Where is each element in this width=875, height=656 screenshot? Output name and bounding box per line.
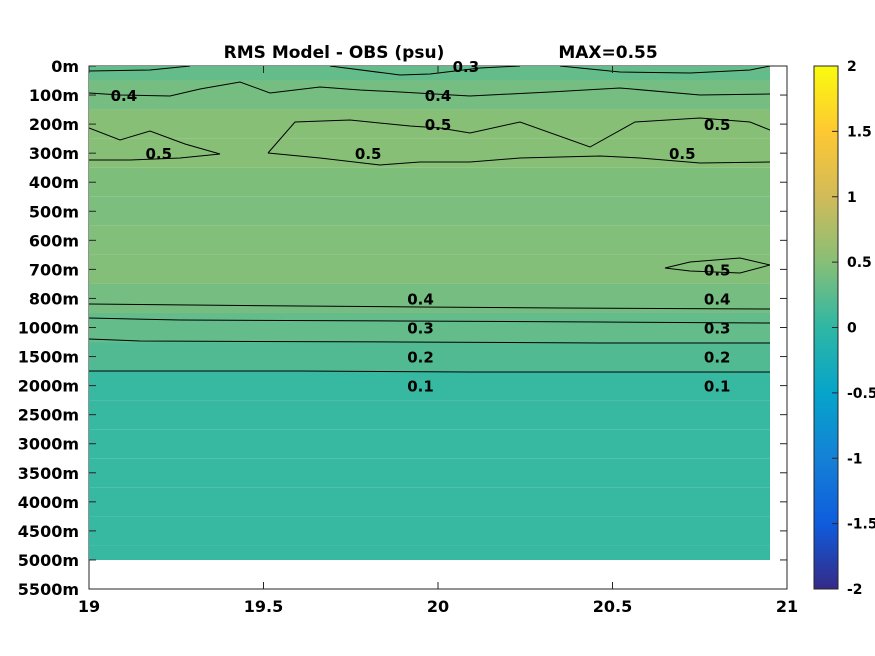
- colorbar-tick-label: 1.5: [847, 124, 872, 140]
- y-tick-label: 5500m: [18, 580, 79, 599]
- y-tick-label: 5000m: [18, 551, 79, 570]
- contour-label: 0.5: [704, 261, 731, 279]
- contour-label: 0.4: [407, 290, 434, 308]
- y-tick-label: 600m: [29, 231, 79, 250]
- colorbar-tick-label: -1.5: [847, 517, 875, 533]
- contour-label: 0.3: [453, 58, 480, 76]
- contour-label: 0.3: [407, 320, 434, 338]
- chart-title: RMS Model - OBS (psu): [224, 43, 445, 63]
- contour-label: 0.1: [704, 378, 731, 396]
- heatmap-cell: [89, 487, 770, 517]
- y-tick-label: 800m: [29, 289, 79, 308]
- contour-line: [89, 370, 770, 373]
- colorbar: 2 1.5 1 0.5 0 -0.5 -1 -1.5 -2: [813, 59, 875, 598]
- heatmap-cell: [89, 167, 770, 197]
- heatmap-cell: [89, 196, 770, 226]
- contour-line: [89, 317, 770, 324]
- colorbar-tick-label: -0.5: [847, 386, 875, 402]
- heatmap-cells: [89, 66, 770, 560]
- heatmap-cell: [89, 80, 770, 110]
- heatmap-cell: [89, 254, 770, 284]
- y-axis: 0m 100m 200m 300m 400m 500m 600m 700m 800m 1000m 1…: [18, 57, 787, 599]
- heatmap-cell: [89, 312, 770, 343]
- contour-label: 0.3: [704, 320, 731, 338]
- y-tick-label: 4000m: [18, 493, 79, 512]
- heatmap-cell: [89, 429, 770, 459]
- contour-line: [267, 152, 770, 166]
- x-tick-label: 21: [776, 597, 798, 616]
- heatmap-cell: [89, 458, 770, 488]
- x-tick-label: 19.5: [244, 597, 283, 616]
- colorbar-tick-label: 2: [847, 59, 857, 75]
- y-tick-label: 1000m: [18, 319, 79, 338]
- contour-lines: [89, 66, 770, 373]
- colorbar-tick-label: 0: [847, 321, 857, 337]
- heatmap-cell: [89, 400, 770, 430]
- x-axis: 19 19.5 20 20.5 21: [78, 66, 798, 616]
- colorbar-tick-label: 1: [847, 190, 857, 206]
- x-tick-label: 19: [78, 597, 100, 616]
- y-tick-label: 400m: [29, 173, 79, 192]
- colorbar-tick-label: -1: [847, 451, 863, 467]
- contour-label: 0.1: [407, 378, 434, 396]
- contour-line: [89, 66, 770, 76]
- heatmap-cell: [89, 225, 770, 255]
- y-tick-label: 2000m: [18, 377, 79, 396]
- heatmap-cell: [89, 545, 770, 560]
- x-tick-label: 20: [427, 597, 449, 616]
- y-tick-label: 3500m: [18, 464, 79, 483]
- contour-line: [267, 117, 770, 154]
- y-tick-label: 1500m: [18, 348, 79, 367]
- contour-label: 0.5: [425, 116, 452, 134]
- heatmap-cell: [89, 109, 770, 139]
- contour-label: 0.4: [704, 290, 731, 308]
- contour-label: 0.5: [669, 145, 696, 163]
- heatmap-cell: [89, 138, 770, 168]
- heatmap-cell: [89, 371, 770, 401]
- contour-label: 0.2: [704, 349, 731, 367]
- y-tick-label: 700m: [29, 260, 79, 279]
- contour-label: 0.5: [704, 116, 731, 134]
- contour-label: 0.5: [146, 145, 173, 163]
- contour-labels: 0.30.4 0.40.5 0.50.5 0.5 0.50.50.4 0.40.3 0.30…: [111, 58, 731, 396]
- y-tick-label: 4500m: [18, 522, 79, 541]
- heatmap-cell: [89, 342, 770, 372]
- max-label: MAX=0.55: [558, 43, 657, 63]
- contour-line: [664, 257, 770, 274]
- plot-area: 0.30.4 0.40.5 0.50.5 0.5 0.50.50.4 0.40.3 0.30…: [88, 58, 788, 590]
- colorbar-tick-label: -2: [847, 582, 863, 598]
- contour-label: 0.5: [355, 145, 382, 163]
- y-tick-label: 0m: [51, 57, 79, 76]
- colorbar-ticks: 2 1.5 1 0.5 0 -0.5 -1 -1.5 -2: [832, 59, 875, 598]
- y-tick-label: 2500m: [18, 406, 79, 425]
- contour-label: 0.4: [425, 87, 452, 105]
- heatmap-cell: [89, 516, 770, 546]
- y-tick-label: 500m: [29, 202, 79, 221]
- contour-line: [89, 303, 770, 310]
- contour-label: 0.2: [407, 349, 434, 367]
- contour-line: [89, 127, 221, 161]
- y-tick-label: 200m: [29, 115, 79, 134]
- contour-line: [89, 338, 770, 344]
- y-tick-label: 100m: [29, 86, 79, 105]
- y-tick-label: 3000m: [18, 435, 79, 454]
- y-tick-label: 300m: [29, 144, 79, 163]
- colorbar-tick-label: 0.5: [847, 255, 872, 271]
- contour-label: 0.4: [111, 87, 138, 105]
- heatmap-cell: [89, 66, 770, 81]
- x-tick-label: 20.5: [593, 597, 632, 616]
- contour-line: [89, 81, 770, 97]
